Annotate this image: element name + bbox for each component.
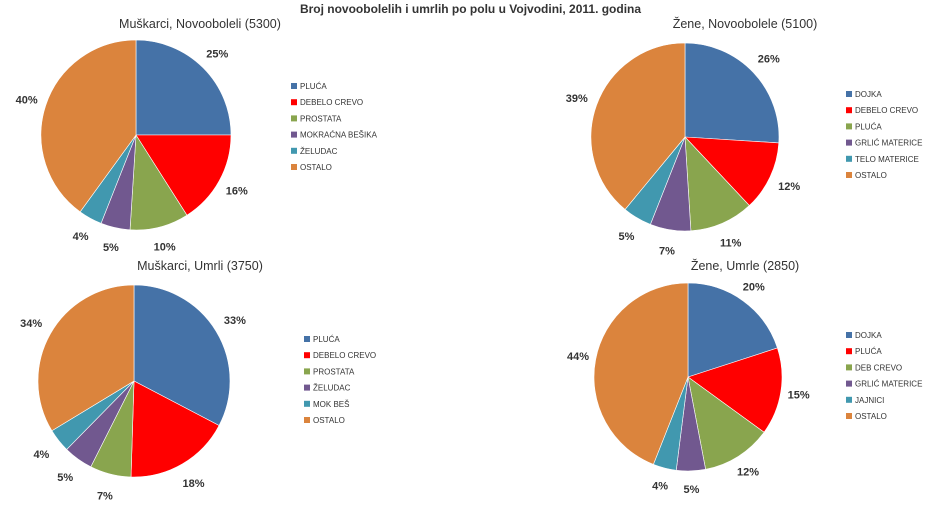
- legend-swatch: [304, 336, 310, 342]
- legend-swatch: [304, 417, 310, 423]
- pie-slice: [130, 380, 220, 478]
- legend-swatch: [291, 131, 297, 138]
- legend-swatch: [846, 413, 852, 419]
- slice-value-label: 12%: [737, 467, 759, 479]
- legend-label: MOKRAĆNA BEŠIKA: [300, 131, 378, 140]
- legend-label: DEBELO CREVO: [855, 106, 918, 115]
- slice-value-label: 44%: [567, 351, 589, 363]
- pie-slice: [684, 136, 780, 206]
- legend-swatch: [291, 147, 297, 154]
- slice-value-label: 4%: [33, 449, 49, 461]
- legend-swatch: [304, 400, 310, 407]
- legend-swatch: [291, 83, 297, 89]
- legend-swatch: [291, 99, 297, 106]
- legend-label: GRLIĆ MATERICE: [855, 139, 922, 148]
- legend-label: DEBELO CREVO: [300, 98, 363, 107]
- slice-value-label: 5%: [619, 231, 635, 243]
- legend-swatch: [846, 123, 852, 130]
- legend-label: ŽELUDAC: [313, 384, 351, 393]
- pie-slice: [687, 282, 778, 378]
- slice-value-label: 33%: [224, 315, 246, 327]
- slice-value-label: 5%: [684, 484, 700, 496]
- legend-label: GRLIĆ MATERICE: [855, 380, 922, 389]
- slice-value-label: 5%: [57, 472, 73, 484]
- slice-value-label: 39%: [566, 93, 588, 105]
- legend-swatch: [304, 384, 310, 391]
- legend-swatch: [846, 107, 852, 114]
- legend-swatch: [846, 348, 852, 355]
- legend-swatch: [291, 115, 297, 122]
- pie-title: Žene, Umrle (2850): [691, 258, 799, 273]
- legend-swatch: [846, 91, 852, 97]
- legend-swatch: [846, 396, 852, 403]
- legend-label: PROSTATA: [313, 367, 355, 376]
- legend-label: PLUĆA: [855, 122, 882, 131]
- chart-main-title: Broj novoobolelih i umrlih po polu u Voj…: [299, 2, 642, 16]
- slice-value-label: 7%: [97, 490, 113, 502]
- pie-slice: [593, 282, 689, 465]
- legend-swatch: [291, 164, 297, 170]
- pie-slice: [684, 42, 780, 144]
- legend-label: DEBELO CREVO: [313, 351, 376, 360]
- pie-slice: [687, 376, 765, 470]
- pie-slice: [40, 39, 137, 213]
- pie-slice: [684, 136, 750, 232]
- legend-label: DEB CREVO: [855, 363, 902, 372]
- legend-swatch: [846, 380, 852, 387]
- legend-swatch: [304, 368, 310, 375]
- pie-chart-4: Žene, Umrle (2850) 20% DOJKA 15% PLUĆA 12% DEB…: [567, 258, 922, 496]
- legend-swatch: [304, 352, 310, 359]
- legend-label: PROSTATA: [300, 114, 342, 123]
- pie-slice: [135, 134, 232, 216]
- legend-label: TELO MATERICE: [855, 155, 919, 164]
- slice-value-label: 12%: [778, 181, 800, 193]
- legend-swatch: [846, 364, 852, 371]
- slice-value-label: 16%: [226, 185, 248, 197]
- slice-value-label: 10%: [154, 241, 176, 253]
- pie-chart-3: Muškarci, Umrli (3750) 33% PLUĆA 18% DEBELO …: [20, 259, 376, 502]
- slice-value-label: 18%: [182, 478, 204, 490]
- slice-value-label: 20%: [743, 281, 765, 293]
- slice-value-label: 4%: [652, 481, 668, 493]
- legend-swatch: [846, 155, 852, 162]
- pie-title: Muškarci, Umrli (3750): [137, 259, 263, 273]
- legend-label: PLUĆA: [313, 335, 340, 344]
- slice-value-label: 25%: [206, 49, 228, 61]
- legend-label: MOK BEŠ: [313, 400, 349, 409]
- pie-title: Muškarci, Novoobolel‌i (5300): [119, 17, 281, 31]
- slice-value-label: 11%: [720, 238, 742, 250]
- legend-label: OSTALO: [855, 412, 887, 421]
- pie-slice: [687, 347, 783, 433]
- slice-value-label: 40%: [16, 95, 38, 107]
- slice-value-label: 4%: [73, 231, 89, 243]
- pie-slice: [37, 284, 135, 432]
- slice-value-label: 15%: [788, 390, 810, 402]
- slice-value-label: 7%: [659, 246, 675, 258]
- legend-swatch: [846, 139, 852, 146]
- pie-chart-1: Muškarci, Novoobolel‌i (5300) 25% PLUĆA 16%…: [16, 17, 378, 254]
- legend-label: OSTALO: [313, 416, 345, 425]
- legend-label: OSTALO: [300, 163, 332, 172]
- slice-value-label: 34%: [20, 318, 42, 330]
- slice-value-label: 26%: [758, 53, 780, 65]
- pie-title: Žene, Novoobolele (5100): [673, 16, 818, 31]
- legend-label: DOJKA: [855, 90, 882, 99]
- legend-label: OSTALO: [855, 171, 887, 180]
- pie-slice: [133, 284, 231, 426]
- pie-slice: [590, 42, 686, 210]
- slice-value-label: 5%: [103, 242, 119, 254]
- legend-label: JAJNICI: [855, 396, 884, 405]
- legend-label: PLUĆA: [300, 82, 327, 91]
- pie-chart-2: Žene, Novoobolele (5100) 26% DOJKA 12% DEBEL…: [566, 16, 923, 258]
- legend-label: DOJKA: [855, 331, 882, 340]
- legend-label: PLUĆA: [855, 347, 882, 356]
- pie-slice: [135, 39, 232, 136]
- legend-label: ŽELUDAC: [300, 147, 338, 156]
- legend-swatch: [846, 332, 852, 338]
- legend-swatch: [846, 172, 852, 178]
